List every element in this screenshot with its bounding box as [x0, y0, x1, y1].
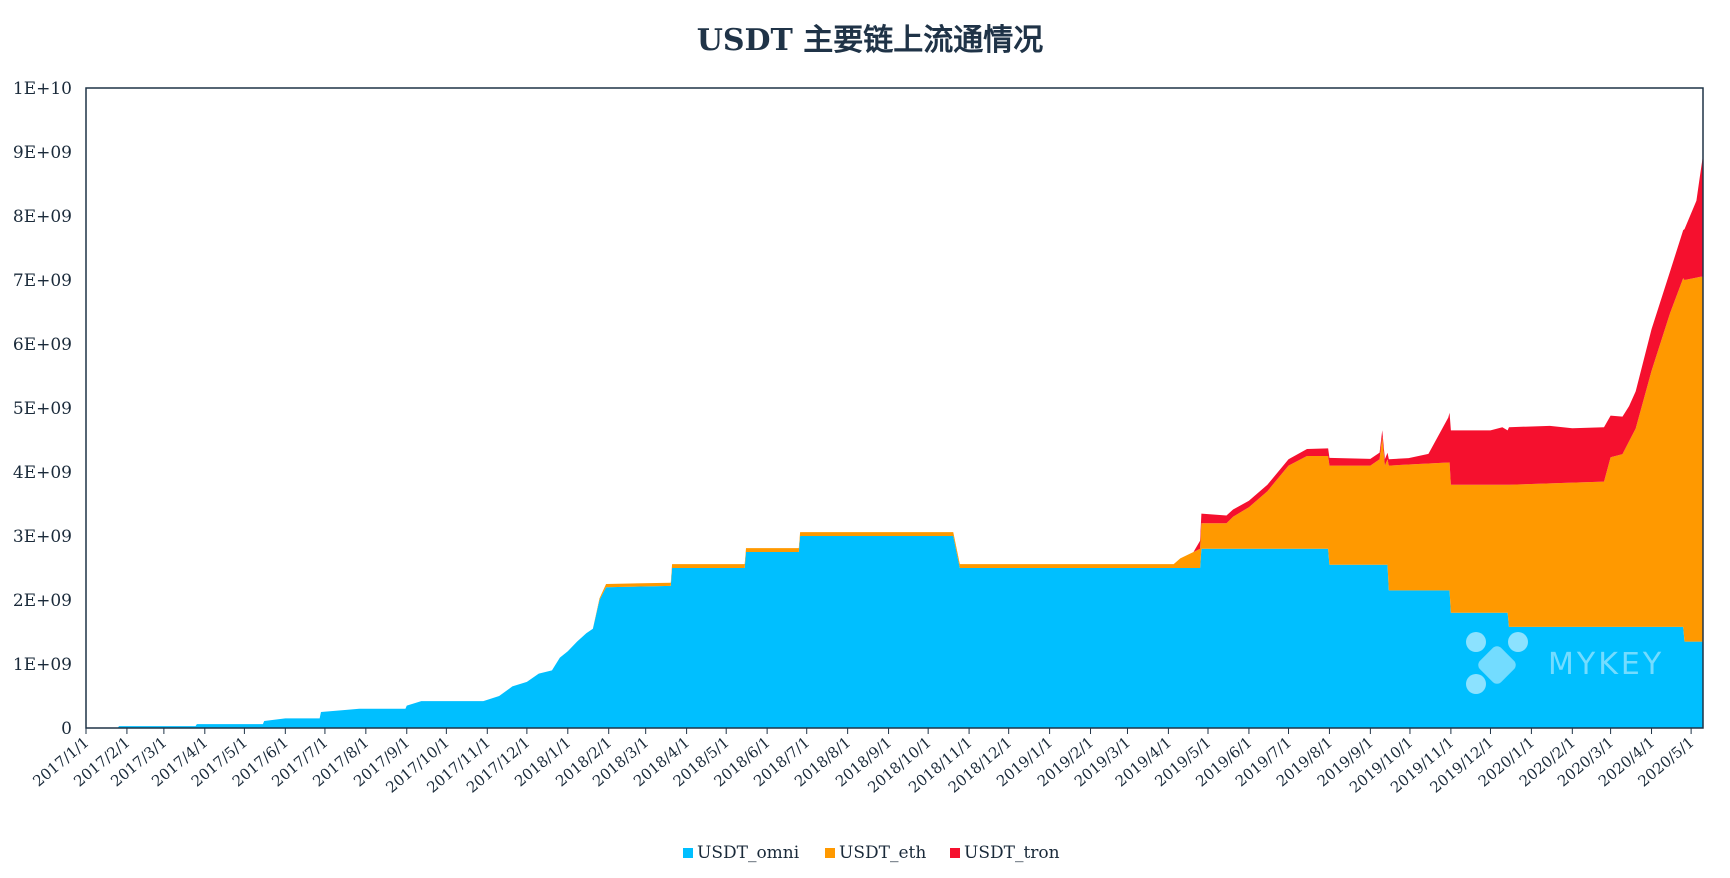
series-area-usdt-eth	[86, 276, 1703, 728]
y-tick-label: 6E+09	[13, 335, 72, 355]
watermark-text: MYKEY	[1548, 647, 1664, 682]
legend: USDT_omni USDT_eth USDT_tron	[683, 843, 1060, 863]
y-tick-label: 2E+09	[13, 591, 72, 611]
y-axis: 0 1E+09 2E+09 3E+09 4E+09 5E+09 6E+09 7E+09 8E+0…	[13, 79, 72, 739]
legend-label: USDT_tron	[964, 843, 1060, 863]
legend-swatch	[825, 848, 835, 858]
y-tick-label: 1E+10	[13, 79, 72, 99]
watermark-dot-icon	[1508, 632, 1528, 652]
watermark-dot-icon	[1466, 674, 1486, 694]
y-tick-label: 8E+09	[13, 207, 72, 227]
chart-title: USDT 主要链上流通情况	[697, 23, 1044, 58]
series-area-usdt-omni	[86, 536, 1703, 728]
y-tick-label: 3E+09	[13, 527, 72, 547]
y-tick-label: 4E+09	[13, 463, 72, 483]
watermark-dot-icon	[1466, 632, 1486, 652]
legend-swatch	[683, 848, 693, 858]
legend-item: USDT_eth	[825, 843, 926, 863]
y-tick-label: 7E+09	[13, 271, 72, 291]
legend-label: USDT_eth	[839, 843, 926, 863]
x-axis: 2017/1/12017/2/12017/3/12017/4/12017/5/1…	[29, 728, 1698, 797]
watermark-bar-icon	[1478, 646, 1516, 684]
series-layer	[86, 155, 1703, 728]
legend-item: USDT_omni	[683, 843, 800, 863]
legend-label: USDT_omni	[697, 843, 800, 863]
watermark-logo: MYKEY	[1466, 632, 1664, 694]
y-tick-label: 5E+09	[13, 399, 72, 419]
legend-swatch	[950, 848, 960, 858]
y-tick-label: 0	[61, 719, 72, 739]
y-tick-label: 9E+09	[13, 143, 72, 163]
plot-frame	[85, 87, 1704, 729]
y-tick-label: 1E+09	[13, 655, 72, 675]
legend-item: USDT_tron	[950, 843, 1060, 863]
